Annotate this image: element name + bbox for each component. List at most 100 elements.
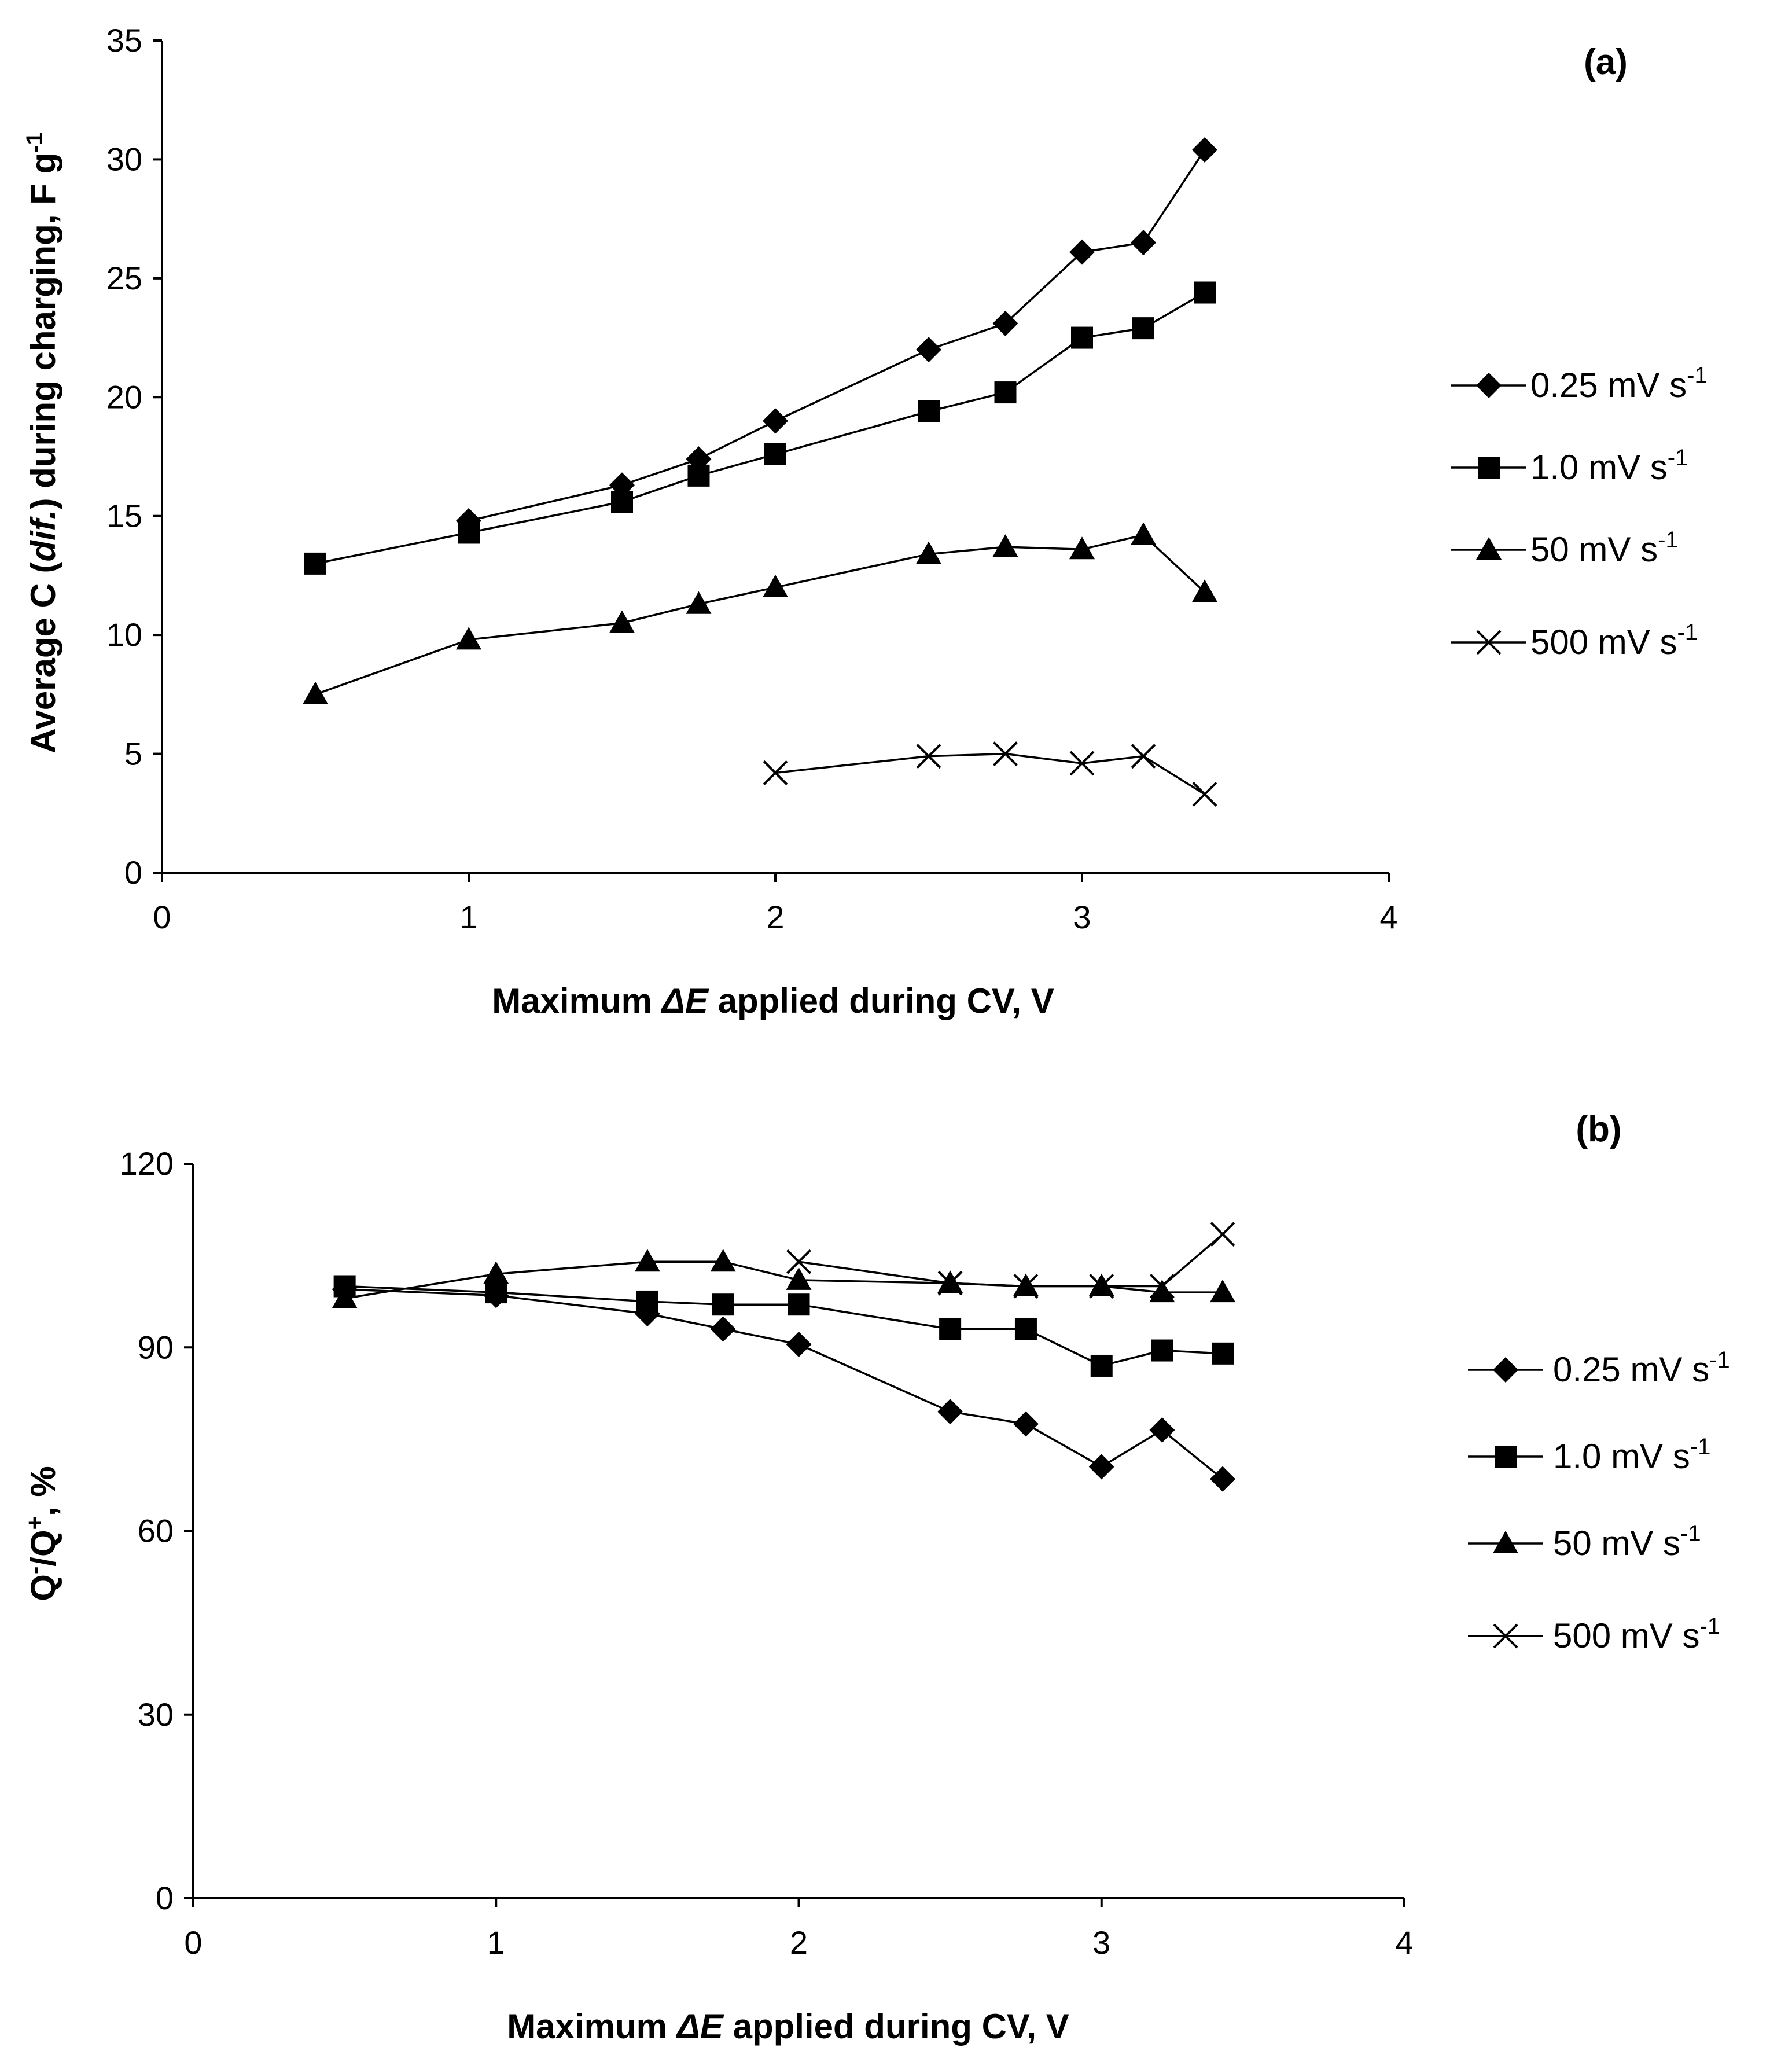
data-point [786,1331,812,1357]
data-point [1071,326,1093,349]
legend-item: 50 mV s-1 [1468,1521,1701,1563]
data-point [456,627,481,650]
legend-item: 1.0 mV s-1 [1451,445,1688,487]
legend-marker [1493,1623,1518,1649]
y-tick-label: 10 [106,616,142,653]
y-tick-label: 90 [138,1329,174,1365]
data-point [1192,137,1217,163]
data-point [1212,1342,1234,1365]
legend-label: 50 mV s-1 [1553,1521,1701,1563]
data-point [937,1270,963,1296]
data-point [786,1249,811,1274]
data-point [1131,230,1156,256]
data-point [763,574,788,597]
data-point [458,521,480,544]
chart-a-x-ticks: 0 1 2 3 4 [153,873,1398,935]
legend-marker [1476,373,1502,398]
chart-a-legend: 0.25 mV s-1 1.0 mV s-1 50 mV s-1 500 mV s-1 [1451,363,1708,661]
chart-b-series [332,1222,1236,1492]
y-tick-label: 120 [120,1145,174,1182]
data-point [993,741,1018,766]
series-square [333,1275,1234,1377]
data-point [788,1293,810,1316]
series-x [763,741,1217,807]
series-x [786,1222,1235,1299]
legend-marker [1476,537,1502,560]
data-point [1131,522,1156,545]
data-point [483,1261,509,1284]
y-tick-label: 60 [138,1513,174,1549]
data-point [1192,782,1217,807]
series-line [344,1288,1224,1480]
data-point [1090,1354,1113,1377]
x-tick-label: 1 [487,1924,505,1961]
data-point [916,744,941,769]
data-point [763,760,788,785]
data-point [332,1285,358,1308]
x-tick-label: 0 [153,899,171,935]
data-point [609,610,635,633]
y-tick-label: 0 [124,854,142,891]
data-point [994,381,1017,404]
data-point [918,400,940,422]
legend-marker [1493,1531,1518,1553]
legend-marker [1493,1357,1518,1383]
x-tick-label: 3 [1073,899,1091,935]
chart-b-y-axis-title: Q-/Q+, % [22,1466,62,1601]
chart-b: 0 30 60 90 120 0 1 2 3 4 (b) Maximum ΔE applied … [22,1109,1730,2046]
legend-label: 1.0 mV s-1 [1530,445,1688,487]
x-tick-label: 2 [766,899,784,935]
data-point [1014,1318,1037,1340]
legend-item: 0.25 mV s-1 [1468,1347,1730,1389]
data-point [1069,751,1095,776]
data-point [686,591,712,614]
data-point [1149,1417,1175,1443]
chart-a-y-ticks: 0 5 10 15 20 25 30 35 [106,22,162,891]
x-tick-label: 0 [184,1924,202,1961]
data-point [1210,1222,1235,1247]
data-point [712,1293,734,1316]
data-point [1149,1274,1175,1299]
data-point [1013,1411,1039,1437]
series-line [344,1260,1223,1300]
data-point [1149,1280,1175,1303]
data-point [304,552,326,575]
chart-b-x-axis-title: Maximum ΔE applied during CV, V [507,2007,1069,2046]
legend-label: 500 mV s-1 [1553,1613,1720,1655]
y-tick-label: 0 [156,1880,174,1916]
data-point [1069,239,1095,265]
data-point [710,1249,736,1272]
data-point [1210,1280,1236,1303]
data-point [485,1281,507,1304]
y-tick-label: 35 [106,22,142,58]
data-point [786,1267,812,1290]
legend-item: 500 mV s-1 [1468,1613,1720,1655]
legend-item: 0.25 mV s-1 [1451,363,1708,405]
data-point [992,310,1018,336]
chart-b-x-ticks: 0 1 2 3 4 [184,1898,1414,1961]
y-tick-label: 30 [138,1696,174,1733]
y-tick-label: 15 [106,498,142,534]
series-triangle [332,1249,1236,1308]
series-line [799,1233,1224,1288]
chart-a-series [303,137,1217,807]
legend-label: 500 mV s-1 [1530,620,1698,661]
series-square [304,281,1216,575]
data-point [687,464,710,487]
data-point [634,1249,660,1272]
chart-b-y-ticks: 0 30 60 90 120 [120,1145,193,1916]
x-tick-label: 1 [459,899,477,935]
x-tick-label: 4 [1395,1924,1413,1961]
legend-marker [1476,630,1502,655]
chart-b-panel-label: (b) [1576,1109,1621,1149]
chart-a-y-axis-title: Average C (dif.) during charging, F g-1 [22,132,62,753]
y-tick-label: 5 [124,736,142,772]
data-point [763,408,788,434]
legend-label: 1.0 mV s-1 [1553,1434,1710,1476]
x-tick-label: 4 [1379,899,1397,935]
data-point [1089,1274,1114,1299]
data-point [1088,1454,1114,1480]
data-point [939,1318,962,1340]
legend-label: 0.25 mV s-1 [1530,363,1708,405]
data-point [636,1290,658,1313]
